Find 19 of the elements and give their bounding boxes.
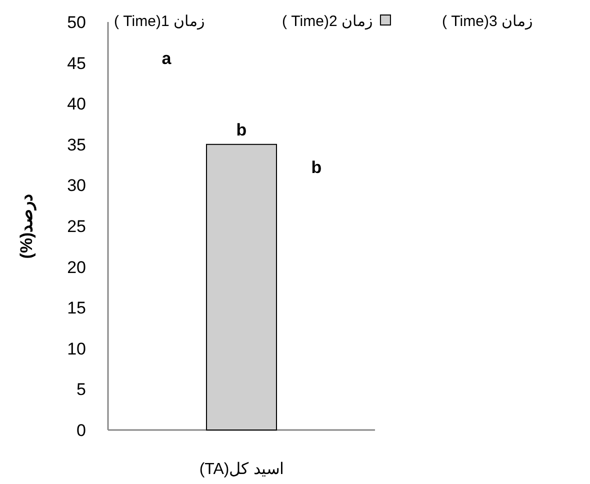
text: زمان 1(Time )	[114, 13, 204, 30]
y-tick-label: 25	[67, 217, 86, 236]
text: زمان 3(Time )	[442, 13, 532, 30]
y-axis-title: درصد(%)	[17, 193, 37, 259]
text: b	[311, 158, 322, 177]
y-tick-label: 35	[67, 135, 86, 154]
text: a	[162, 49, 172, 68]
y-tick-label: 20	[67, 258, 86, 277]
y-tick-label: 10	[67, 339, 86, 358]
y-tick-label: 30	[67, 176, 86, 196]
y-tick-label: 50	[67, 13, 86, 32]
legend-label: زمان 2(Time )	[282, 13, 372, 30]
y-tick-label: 15	[67, 298, 86, 318]
y-tick-label: 45	[67, 54, 86, 73]
data-label: b	[236, 120, 247, 140]
y-tick-label: 5	[76, 380, 86, 400]
x-tick-label: اسید کل(TA)	[199, 461, 284, 478]
y-tick-label: 0	[76, 421, 86, 440]
y-tick-label: 40	[67, 94, 86, 114]
